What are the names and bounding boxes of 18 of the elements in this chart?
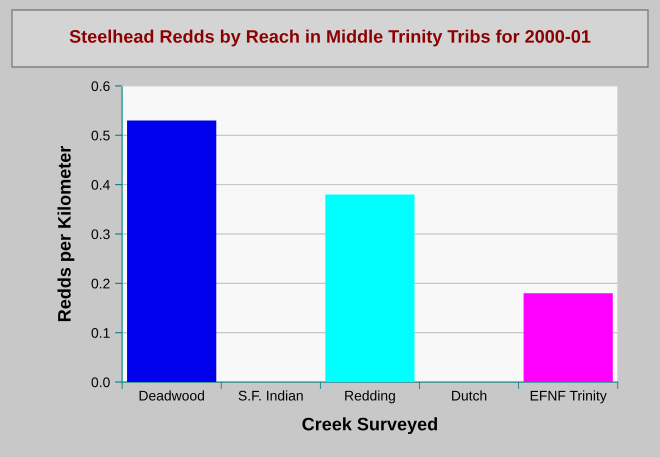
x-tick-label: Deadwood [140,390,204,401]
x-tick-label: Dutch [452,390,486,401]
chart-title: Steelhead Redds by Reach in Middle Trinity Tribs for 2000-01 [70,30,590,46]
x-tick-label: EFNF Trinity [530,390,607,404]
bar [325,194,415,382]
x-tick-label: S.F. Indian [238,390,303,401]
y-tick-label: 0.5 [92,130,110,140]
y-tick-label: 0.0 [92,377,110,388]
x-axis-title: Creek Surveyed [302,417,437,434]
y-tick-label: 0.6 [92,81,110,92]
bar [524,293,613,382]
y-tick-label: 0.1 [92,328,110,338]
y-tick-label: 0.2 [92,278,110,289]
y-axis-title: Redds per Kilometer [57,146,74,322]
bar [127,120,216,382]
x-tick-label: Redding [345,390,395,404]
y-tick-label: 0.4 [92,180,110,190]
y-tick-label: 0.3 [92,229,110,240]
